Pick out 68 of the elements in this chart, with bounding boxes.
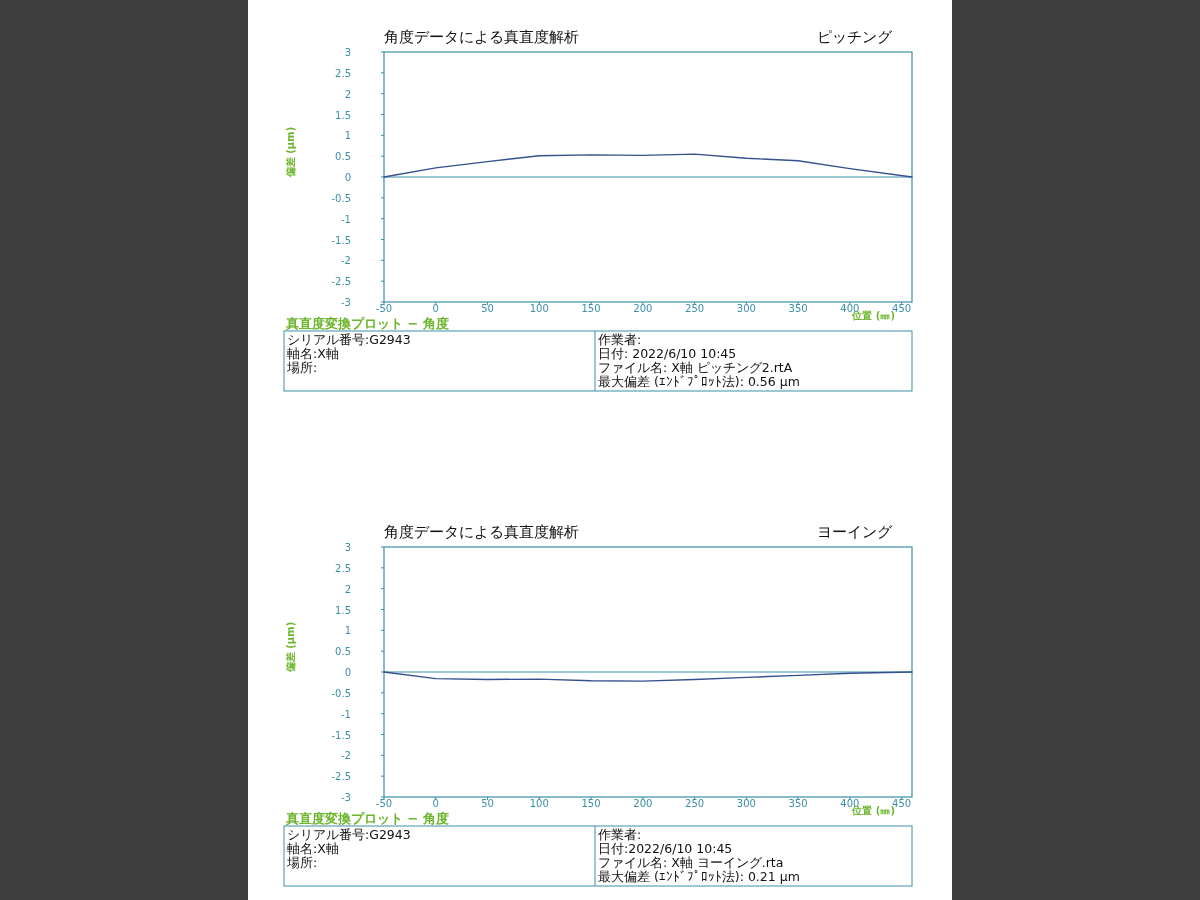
chart-title: 角度データによる真直度解析: [384, 523, 579, 541]
y-tick-label: -2.5: [331, 276, 351, 288]
y-tick-label: -2.5: [331, 771, 351, 783]
y-tick-label: 2.5: [335, 562, 351, 574]
y-tick-label: 2: [344, 88, 351, 100]
y-tick-label: 2.5: [335, 67, 351, 79]
x-tick-label: 300: [736, 798, 756, 809]
chart-subtitle: ピッチング: [817, 28, 893, 46]
x-tick-label: -50: [375, 798, 393, 809]
text: 場所:: [286, 855, 318, 870]
y-tick-label: -0.5: [331, 192, 351, 204]
x-tick-label: 200: [633, 303, 653, 314]
y-tick-label: -2: [341, 750, 351, 762]
y-tick-label: 1: [344, 625, 351, 637]
text: シリアル番号:G2943: [287, 827, 411, 842]
y-tick-label: 3: [344, 542, 351, 553]
chart-subtitle: ヨーイング: [817, 523, 893, 541]
x-tick-label: 50: [481, 303, 494, 314]
y-tick-label: -1.5: [331, 729, 351, 741]
text: 最大偏差 (ｴﾝﾄﾞﾌﾟﾛｯﾄ法): 0.56 μm: [598, 374, 800, 389]
y-tick-label: 0: [344, 172, 351, 183]
x-tick-label: 100: [529, 798, 549, 809]
x-tick-label: 250: [685, 798, 705, 809]
x-tick-label: 100: [529, 303, 549, 314]
x-tick-label: 150: [581, 303, 601, 314]
y-tick-label: 2: [344, 583, 351, 595]
y-tick-label: 0.5: [335, 151, 351, 163]
chart-title: 角度データによる真直度解析: [384, 28, 579, 46]
y-tick-label: -3: [341, 297, 351, 308]
text: 日付: 2022/6/10 10:45: [598, 346, 737, 361]
y-tick-label: 1.5: [335, 109, 351, 121]
text: 真直度変換プロット − 角度: [285, 811, 449, 826]
y-tick-label: -1.5: [331, 234, 351, 246]
x-tick-label: 150: [581, 798, 601, 809]
line-series: [383, 671, 913, 682]
y-tick-label: 3: [344, 47, 351, 58]
text: ファイル名: X軸 ピッチング2.rtA: [598, 360, 793, 375]
line-series: [383, 153, 913, 178]
x-tick-label: 250: [685, 303, 705, 314]
text: 作業者:: [597, 332, 642, 347]
y-tick-label: 0.5: [335, 646, 351, 658]
x-tick-label: 50: [481, 798, 494, 809]
y-tick-label: 1: [344, 130, 351, 142]
y-axis-title: 偏差 (μm): [285, 126, 296, 179]
y-tick-label: 1.5: [335, 604, 351, 616]
x-tick-label: 200: [633, 798, 653, 809]
y-tick-label: -1: [341, 708, 351, 720]
y-tick-label: -1: [341, 213, 351, 225]
x-tick-label: 350: [788, 303, 808, 314]
y-axis-title: 偏差 (μm): [285, 621, 296, 674]
x-tick-label: 0: [432, 303, 439, 314]
text: 日付:2022/6/10 10:45: [598, 841, 733, 856]
y-tick-label: 0: [344, 667, 351, 678]
x-tick-label: 300: [736, 303, 756, 314]
text: シリアル番号:G2943: [287, 332, 411, 347]
y-tick-label: -2: [341, 255, 351, 267]
text: 軸名:X軸: [287, 841, 339, 856]
y-tick-label: -0.5: [331, 687, 351, 699]
text: 最大偏差 (ｴﾝﾄﾞﾌﾟﾛｯﾄ法): 0.21 μm: [598, 869, 800, 884]
y-tick-label: -3: [341, 792, 351, 803]
text: 真直度変換プロット − 角度: [285, 316, 449, 331]
x-tick-label: 0: [432, 798, 439, 809]
text: ファイル名: X軸 ヨーイング.rta: [598, 855, 784, 870]
text: 場所:: [286, 360, 318, 375]
x-tick-label: -50: [375, 303, 393, 314]
text: 軸名:X軸: [287, 346, 339, 361]
text: 作業者:: [597, 827, 642, 842]
x-tick-label: 350: [788, 798, 808, 809]
